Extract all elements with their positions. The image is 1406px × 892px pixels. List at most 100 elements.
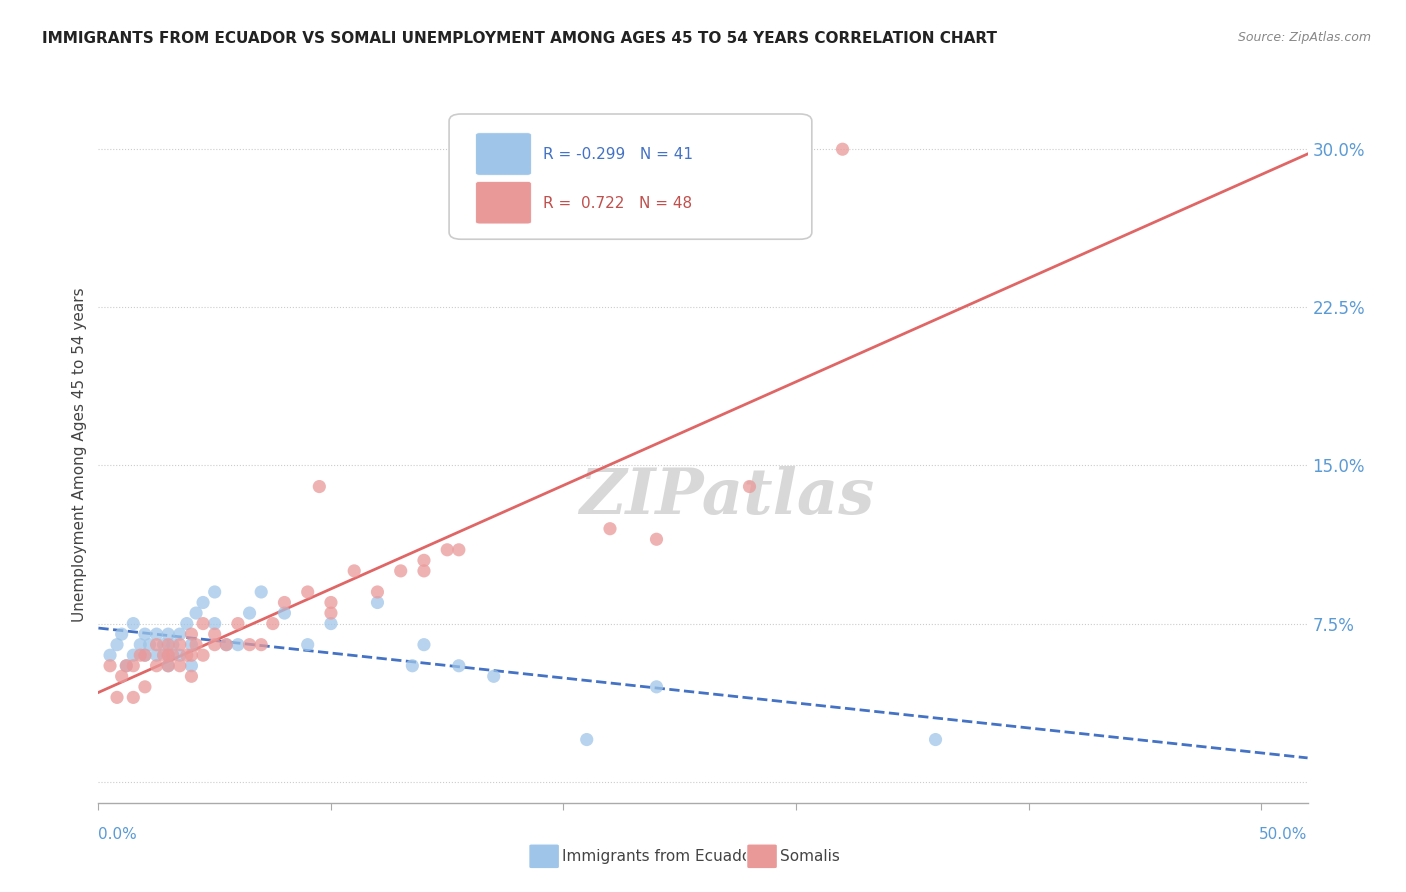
Point xyxy=(152,638,174,652)
Point xyxy=(204,585,226,599)
Point xyxy=(204,616,226,631)
Point xyxy=(297,638,319,652)
Point xyxy=(401,658,423,673)
Point xyxy=(122,616,145,631)
Text: Immigrants from Ecuador: Immigrants from Ecuador xyxy=(562,849,758,863)
Point xyxy=(138,638,160,652)
Point xyxy=(115,658,138,673)
Point xyxy=(162,648,184,663)
Point xyxy=(273,595,295,609)
Point xyxy=(180,638,202,652)
FancyBboxPatch shape xyxy=(449,114,811,239)
Y-axis label: Unemployment Among Ages 45 to 54 years: Unemployment Among Ages 45 to 54 years xyxy=(72,287,87,623)
Point xyxy=(134,648,156,663)
Point xyxy=(169,638,191,652)
Point xyxy=(319,595,342,609)
Point xyxy=(366,595,388,609)
Point xyxy=(105,638,128,652)
Point xyxy=(145,658,167,673)
Point xyxy=(239,606,262,620)
Point xyxy=(122,648,145,663)
Point xyxy=(924,732,946,747)
Point xyxy=(176,616,198,631)
Point xyxy=(162,638,184,652)
Point xyxy=(157,638,180,652)
Point xyxy=(250,585,273,599)
Point xyxy=(111,669,134,683)
Point xyxy=(184,606,207,620)
Point xyxy=(645,680,668,694)
Point xyxy=(436,542,458,557)
Point xyxy=(215,638,238,652)
Point xyxy=(176,648,198,663)
Point xyxy=(191,616,214,631)
Point xyxy=(145,627,167,641)
Point xyxy=(191,648,214,663)
Point xyxy=(145,638,167,652)
Point xyxy=(98,648,121,663)
Point xyxy=(111,627,134,641)
Text: R = -0.299   N = 41: R = -0.299 N = 41 xyxy=(543,147,693,161)
Point xyxy=(366,585,388,599)
Text: Source: ZipAtlas.com: Source: ZipAtlas.com xyxy=(1237,31,1371,45)
Text: R =  0.722   N = 48: R = 0.722 N = 48 xyxy=(543,195,693,211)
Point xyxy=(152,648,174,663)
Point xyxy=(129,638,152,652)
Point xyxy=(145,648,167,663)
Point xyxy=(413,638,436,652)
Point xyxy=(169,627,191,641)
Point xyxy=(226,616,249,631)
Point xyxy=(482,669,505,683)
Point xyxy=(129,648,152,663)
Point xyxy=(308,479,330,493)
Point xyxy=(184,638,207,652)
Point xyxy=(180,627,202,641)
Point xyxy=(157,627,180,641)
Point xyxy=(157,658,180,673)
Text: Somalis: Somalis xyxy=(780,849,841,863)
Point xyxy=(226,638,249,652)
Point xyxy=(645,533,668,547)
Point xyxy=(239,638,262,652)
Point xyxy=(413,564,436,578)
Point xyxy=(413,553,436,567)
FancyBboxPatch shape xyxy=(475,133,531,175)
Point xyxy=(122,690,145,705)
Point xyxy=(180,658,202,673)
Point xyxy=(157,648,180,663)
Text: IMMIGRANTS FROM ECUADOR VS SOMALI UNEMPLOYMENT AMONG AGES 45 TO 54 YEARS CORRELA: IMMIGRANTS FROM ECUADOR VS SOMALI UNEMPL… xyxy=(42,31,997,46)
Point xyxy=(180,669,202,683)
Point xyxy=(575,732,598,747)
Point xyxy=(134,648,156,663)
Point xyxy=(738,479,761,493)
Point xyxy=(115,658,138,673)
Point xyxy=(180,648,202,663)
Point xyxy=(273,606,295,620)
Point xyxy=(447,658,470,673)
Point xyxy=(215,638,238,652)
Point xyxy=(204,627,226,641)
Point xyxy=(319,616,342,631)
Point xyxy=(134,680,156,694)
FancyBboxPatch shape xyxy=(475,181,531,224)
Point xyxy=(599,522,621,536)
Point xyxy=(157,648,180,663)
Point xyxy=(204,638,226,652)
Point xyxy=(262,616,284,631)
Text: ZIPatlas: ZIPatlas xyxy=(579,466,875,527)
Point xyxy=(134,627,156,641)
Point xyxy=(98,658,121,673)
Point xyxy=(297,585,319,599)
Point xyxy=(157,658,180,673)
Point xyxy=(191,595,214,609)
Point xyxy=(447,542,470,557)
Point xyxy=(250,638,273,652)
Point xyxy=(343,564,366,578)
Point xyxy=(122,658,145,673)
Point xyxy=(105,690,128,705)
Point xyxy=(831,142,853,156)
Point xyxy=(389,564,412,578)
Text: 0.0%: 0.0% xyxy=(98,827,138,841)
Point xyxy=(319,606,342,620)
Point xyxy=(169,648,191,663)
